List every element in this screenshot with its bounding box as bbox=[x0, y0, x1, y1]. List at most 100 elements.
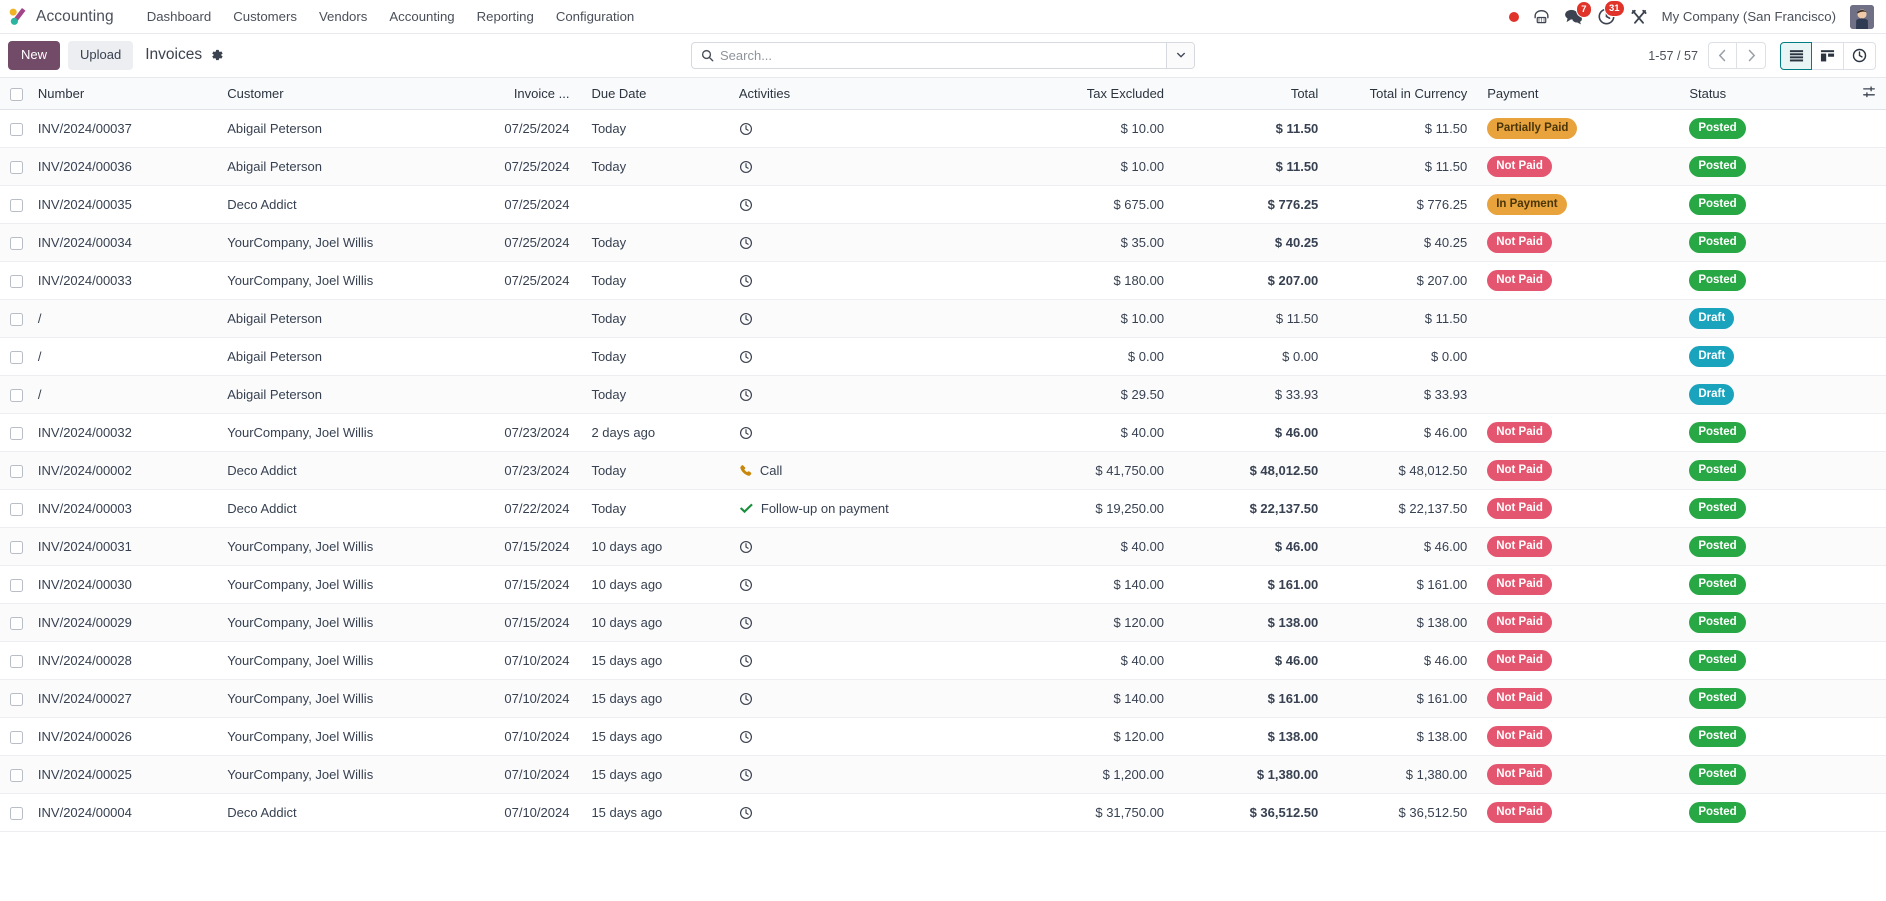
cell-customer[interactable]: Deco Addict bbox=[221, 793, 477, 832]
cell-invoice-date[interactable] bbox=[476, 337, 576, 376]
cell-number[interactable]: INV/2024/00034 bbox=[31, 223, 222, 262]
cell-due-date[interactable]: Today bbox=[575, 451, 733, 490]
cell-total-in-currency[interactable]: $ 1,380.00 bbox=[1324, 755, 1474, 794]
row-checkbox[interactable] bbox=[10, 693, 23, 707]
clock-icon[interactable] bbox=[739, 160, 753, 174]
cell-number[interactable]: INV/2024/00025 bbox=[31, 755, 222, 794]
cell-activities[interactable] bbox=[732, 679, 984, 718]
cell-total-in-currency[interactable]: $ 40.25 bbox=[1324, 223, 1474, 262]
cell-activities[interactable] bbox=[732, 717, 984, 756]
cell-total-in-currency[interactable]: $ 22,137.50 bbox=[1324, 489, 1474, 528]
row-checkbox[interactable] bbox=[10, 807, 23, 821]
clock-icon[interactable] bbox=[739, 616, 753, 630]
cell-total-in-currency[interactable]: $ 138.00 bbox=[1324, 603, 1474, 642]
clock-icon[interactable] bbox=[739, 274, 753, 288]
cell-customer[interactable]: Deco Addict bbox=[221, 489, 477, 528]
table-row[interactable]: INV/2024/00034 YourCompany, Joel Willis 07… bbox=[0, 223, 1886, 262]
cell-number[interactable]: INV/2024/00027 bbox=[31, 679, 222, 718]
cell-status[interactable]: Posted bbox=[1675, 261, 1857, 300]
row-checkbox[interactable] bbox=[10, 389, 23, 403]
cell-customer[interactable]: YourCompany, Joel Willis bbox=[221, 641, 477, 680]
clock-icon[interactable] bbox=[739, 122, 753, 136]
cell-payment[interactable]: Not Paid bbox=[1473, 451, 1676, 490]
upload-button[interactable]: Upload bbox=[68, 41, 134, 70]
cell-total-in-currency[interactable]: $ 207.00 bbox=[1324, 261, 1474, 300]
cell-customer[interactable]: YourCompany, Joel Willis bbox=[221, 223, 477, 262]
cell-payment[interactable]: Not Paid bbox=[1473, 261, 1676, 300]
cell-invoice-date[interactable] bbox=[476, 375, 576, 414]
cell-total-in-currency[interactable]: $ 776.25 bbox=[1324, 185, 1474, 224]
cell-due-date[interactable]: 15 days ago bbox=[575, 755, 733, 794]
check-mark-icon[interactable] bbox=[739, 502, 754, 516]
header-activities[interactable]: Activities bbox=[732, 78, 984, 110]
cell-due-date[interactable] bbox=[575, 185, 733, 224]
row-checkbox[interactable] bbox=[10, 351, 23, 365]
cell-invoice-date[interactable]: 07/10/2024 bbox=[476, 793, 576, 832]
cell-status[interactable]: Posted bbox=[1675, 185, 1857, 224]
cell-customer[interactable]: YourCompany, Joel Willis bbox=[221, 527, 477, 566]
clock-icon[interactable] bbox=[739, 388, 753, 402]
cell-total-in-currency[interactable]: $ 138.00 bbox=[1324, 717, 1474, 756]
cell-total-in-currency[interactable]: $ 161.00 bbox=[1324, 565, 1474, 604]
column-options-icon[interactable] bbox=[1862, 85, 1876, 99]
row-checkbox[interactable] bbox=[10, 199, 23, 213]
header-tax-excluded[interactable]: Tax Excluded bbox=[983, 78, 1171, 110]
row-checkbox[interactable] bbox=[10, 655, 23, 669]
table-row[interactable]: INV/2024/00002 Deco Addict 07/23/2024 Today… bbox=[0, 451, 1886, 490]
cell-total[interactable]: $ 46.00 bbox=[1170, 641, 1325, 680]
row-checkbox[interactable] bbox=[10, 427, 23, 441]
cell-total[interactable]: $ 138.00 bbox=[1170, 717, 1325, 756]
cell-customer[interactable]: Abigail Peterson bbox=[221, 337, 477, 376]
row-checkbox[interactable] bbox=[10, 617, 23, 631]
cell-total[interactable]: $ 11.50 bbox=[1170, 299, 1325, 338]
row-checkbox[interactable] bbox=[10, 275, 23, 289]
menu-configuration[interactable]: Configuration bbox=[555, 9, 635, 24]
cell-total[interactable]: $ 161.00 bbox=[1170, 565, 1325, 604]
cell-activities[interactable]: Call bbox=[732, 451, 984, 490]
clock-icon[interactable] bbox=[739, 768, 753, 782]
cell-due-date[interactable]: 15 days ago bbox=[575, 717, 733, 756]
cell-total[interactable]: $ 0.00 bbox=[1170, 337, 1325, 376]
table-row[interactable]: / Abigail Peterson Today $ 10.00 $ 11.50 $ 11… bbox=[0, 299, 1886, 338]
table-row[interactable]: INV/2024/00030 YourCompany, Joel Willis 07… bbox=[0, 565, 1886, 604]
cell-tax-excluded[interactable]: $ 10.00 bbox=[983, 299, 1171, 338]
cell-payment[interactable]: Not Paid bbox=[1473, 489, 1676, 528]
cell-tax-excluded[interactable]: $ 140.00 bbox=[983, 565, 1171, 604]
activity-clock-view-icon[interactable] bbox=[1844, 41, 1876, 70]
cell-activities[interactable] bbox=[732, 223, 984, 262]
cell-status[interactable]: Posted bbox=[1675, 641, 1857, 680]
cell-number[interactable]: INV/2024/00030 bbox=[31, 565, 222, 604]
table-row[interactable]: INV/2024/00003 Deco Addict 07/22/2024 Today… bbox=[0, 489, 1886, 528]
cell-tax-excluded[interactable]: $ 40.00 bbox=[983, 641, 1171, 680]
cell-customer[interactable]: Deco Addict bbox=[221, 185, 477, 224]
phone-call-icon[interactable] bbox=[739, 464, 753, 478]
cell-activities[interactable] bbox=[732, 337, 984, 376]
header-total[interactable]: Total bbox=[1170, 78, 1325, 110]
cell-customer[interactable]: YourCompany, Joel Willis bbox=[221, 603, 477, 642]
cell-status[interactable]: Posted bbox=[1675, 679, 1857, 718]
cell-invoice-date[interactable]: 07/15/2024 bbox=[476, 565, 576, 604]
table-row[interactable]: INV/2024/00026 YourCompany, Joel Willis 07… bbox=[0, 717, 1886, 756]
cell-activities[interactable] bbox=[732, 261, 984, 300]
cell-activities[interactable] bbox=[732, 527, 984, 566]
cell-total-in-currency[interactable]: $ 11.50 bbox=[1324, 109, 1474, 148]
cell-tax-excluded[interactable]: $ 675.00 bbox=[983, 185, 1171, 224]
cell-activities[interactable] bbox=[732, 641, 984, 680]
cell-invoice-date[interactable]: 07/15/2024 bbox=[476, 603, 576, 642]
table-row[interactable]: INV/2024/00028 YourCompany, Joel Willis 07… bbox=[0, 641, 1886, 680]
row-checkbox[interactable] bbox=[10, 579, 23, 593]
cell-activities[interactable] bbox=[732, 299, 984, 338]
cell-number[interactable]: / bbox=[31, 299, 222, 338]
cell-total-in-currency[interactable]: $ 0.00 bbox=[1324, 337, 1474, 376]
cell-number[interactable]: INV/2024/00035 bbox=[31, 185, 222, 224]
cell-invoice-date[interactable]: 07/25/2024 bbox=[476, 109, 576, 148]
cell-tax-excluded[interactable]: $ 40.00 bbox=[983, 413, 1171, 452]
cell-customer[interactable]: Abigail Peterson bbox=[221, 147, 477, 186]
cell-total[interactable]: $ 11.50 bbox=[1170, 147, 1325, 186]
cell-payment[interactable] bbox=[1473, 375, 1676, 414]
clock-icon[interactable] bbox=[739, 578, 753, 592]
cell-due-date[interactable]: Today bbox=[575, 489, 733, 528]
cell-due-date[interactable]: 10 days ago bbox=[575, 603, 733, 642]
row-checkbox[interactable] bbox=[10, 237, 23, 251]
chevron-down-icon[interactable] bbox=[1166, 43, 1194, 68]
